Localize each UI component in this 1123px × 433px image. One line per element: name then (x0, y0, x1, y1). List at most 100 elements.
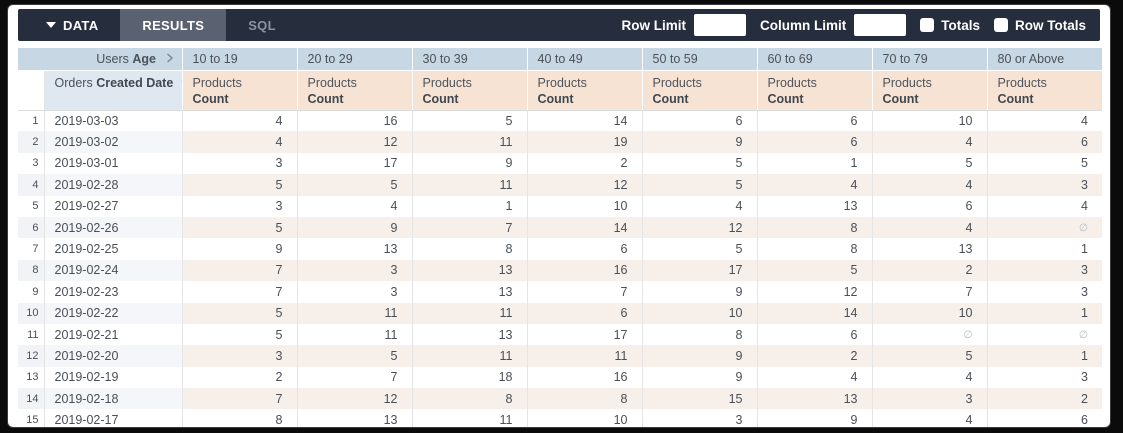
row-limit-input[interactable] (693, 14, 746, 36)
pivot-bucket-header[interactable]: 10 to 19 (181, 48, 297, 71)
value-cell[interactable]: ∅ (871, 323, 987, 346)
value-cell[interactable]: 7 (181, 281, 297, 303)
value-cell[interactable]: 11 (296, 302, 412, 324)
value-cell[interactable]: 6 (756, 323, 872, 346)
value-cell[interactable]: 7 (181, 388, 297, 410)
pivot-dimension-header[interactable]: Users Age (18, 48, 182, 71)
value-cell[interactable]: 13 (756, 388, 872, 410)
row-totals-checkbox[interactable] (993, 18, 1008, 32)
value-cell[interactable]: 6 (756, 110, 872, 132)
value-cell[interactable]: 1 (986, 302, 1102, 324)
tab-results[interactable]: RESULTS (120, 9, 227, 41)
value-cell[interactable]: 10 (871, 110, 987, 132)
value-cell[interactable]: 4 (871, 174, 987, 196)
value-cell[interactable]: 11 (411, 302, 527, 324)
value-cell[interactable]: 2 (526, 152, 642, 175)
date-cell[interactable]: 2019-02-24 (44, 259, 182, 282)
date-cell[interactable]: 2019-02-23 (44, 281, 182, 303)
measure-header[interactable]: Products Count (871, 70, 987, 111)
value-cell[interactable]: 10 (641, 302, 757, 324)
measure-header[interactable]: Products Count (641, 70, 757, 111)
tab-data[interactable]: DATA (18, 9, 120, 41)
value-cell[interactable]: 11 (411, 131, 527, 153)
value-cell[interactable]: 12 (641, 216, 757, 239)
value-cell[interactable]: 11 (411, 174, 527, 196)
value-cell[interactable]: 4 (986, 110, 1102, 132)
value-cell[interactable]: 9 (411, 152, 527, 175)
date-cell[interactable]: 2019-03-03 (44, 110, 182, 132)
value-cell[interactable]: 3 (181, 152, 297, 175)
measure-header[interactable]: Products Count (181, 70, 297, 111)
value-cell[interactable]: 19 (526, 131, 642, 153)
value-cell[interactable]: 9 (641, 281, 757, 303)
measure-header[interactable]: Products Count (526, 70, 642, 111)
value-cell[interactable]: 5 (411, 110, 527, 132)
value-cell[interactable]: 11 (411, 409, 527, 427)
value-cell[interactable]: 12 (296, 131, 412, 153)
value-cell[interactable]: 5 (181, 216, 297, 239)
value-cell[interactable]: 10 (871, 302, 987, 324)
value-cell[interactable]: 17 (296, 152, 412, 175)
value-cell[interactable]: 1 (756, 152, 872, 175)
value-cell[interactable]: 13 (756, 195, 872, 217)
value-cell[interactable]: 8 (526, 388, 642, 410)
value-cell[interactable]: 4 (871, 409, 987, 427)
pivot-bucket-header[interactable]: 40 to 49 (526, 48, 642, 71)
value-cell[interactable]: 2 (181, 366, 297, 389)
value-cell[interactable]: 9 (641, 345, 757, 367)
value-cell[interactable]: 6 (526, 238, 642, 260)
value-cell[interactable]: 11 (296, 323, 412, 346)
value-cell[interactable]: 9 (756, 409, 872, 427)
value-cell[interactable]: 3 (296, 259, 412, 282)
value-cell[interactable]: 3 (181, 195, 297, 217)
row-dimension-header[interactable]: Orders Created Date (44, 70, 182, 111)
value-cell[interactable]: 16 (296, 110, 412, 132)
date-cell[interactable]: 2019-02-20 (44, 345, 182, 367)
pivot-bucket-header[interactable]: 20 to 29 (296, 48, 412, 71)
value-cell[interactable]: 9 (181, 238, 297, 260)
date-cell[interactable]: 2019-03-02 (44, 131, 182, 153)
value-cell[interactable]: 7 (181, 259, 297, 282)
value-cell[interactable]: 16 (526, 259, 642, 282)
value-cell[interactable]: 8 (756, 238, 872, 260)
date-cell[interactable]: 2019-02-21 (44, 323, 182, 346)
value-cell[interactable]: 5 (181, 174, 297, 196)
value-cell[interactable]: 5 (641, 238, 757, 260)
value-cell[interactable]: ∅ (986, 323, 1102, 346)
value-cell[interactable]: 1 (986, 238, 1102, 260)
value-cell[interactable]: 8 (411, 388, 527, 410)
value-cell[interactable]: 13 (411, 259, 527, 282)
value-cell[interactable]: ∅ (986, 216, 1102, 239)
value-cell[interactable]: 12 (296, 388, 412, 410)
value-cell[interactable]: 14 (756, 302, 872, 324)
value-cell[interactable]: 6 (986, 409, 1102, 427)
value-cell[interactable]: 4 (181, 110, 297, 132)
value-cell[interactable]: 13 (296, 238, 412, 260)
value-cell[interactable]: 8 (641, 323, 757, 346)
value-cell[interactable]: 3 (986, 281, 1102, 303)
value-cell[interactable]: 4 (871, 366, 987, 389)
date-cell[interactable]: 2019-02-27 (44, 195, 182, 217)
date-cell[interactable]: 2019-02-26 (44, 216, 182, 239)
value-cell[interactable]: 3 (986, 366, 1102, 389)
value-cell[interactable]: 5 (641, 152, 757, 175)
date-cell[interactable]: 2019-03-01 (44, 152, 182, 175)
totals-checkbox[interactable] (920, 18, 935, 32)
value-cell[interactable]: 13 (411, 281, 527, 303)
value-cell[interactable]: 5 (296, 345, 412, 367)
value-cell[interactable]: 6 (526, 302, 642, 324)
date-cell[interactable]: 2019-02-22 (44, 302, 182, 324)
pivot-bucket-header[interactable]: 60 to 69 (756, 48, 872, 71)
value-cell[interactable]: 7 (871, 281, 987, 303)
date-cell[interactable]: 2019-02-18 (44, 388, 182, 410)
value-cell[interactable]: 4 (756, 174, 872, 196)
date-cell[interactable]: 2019-02-25 (44, 238, 182, 260)
value-cell[interactable]: 5 (181, 302, 297, 324)
value-cell[interactable]: 16 (526, 366, 642, 389)
value-cell[interactable]: 13 (871, 238, 987, 260)
value-cell[interactable]: 9 (296, 216, 412, 239)
column-limit-input[interactable] (854, 14, 907, 36)
value-cell[interactable]: 14 (526, 216, 642, 239)
value-cell[interactable]: 13 (411, 323, 527, 346)
value-cell[interactable]: 5 (296, 174, 412, 196)
